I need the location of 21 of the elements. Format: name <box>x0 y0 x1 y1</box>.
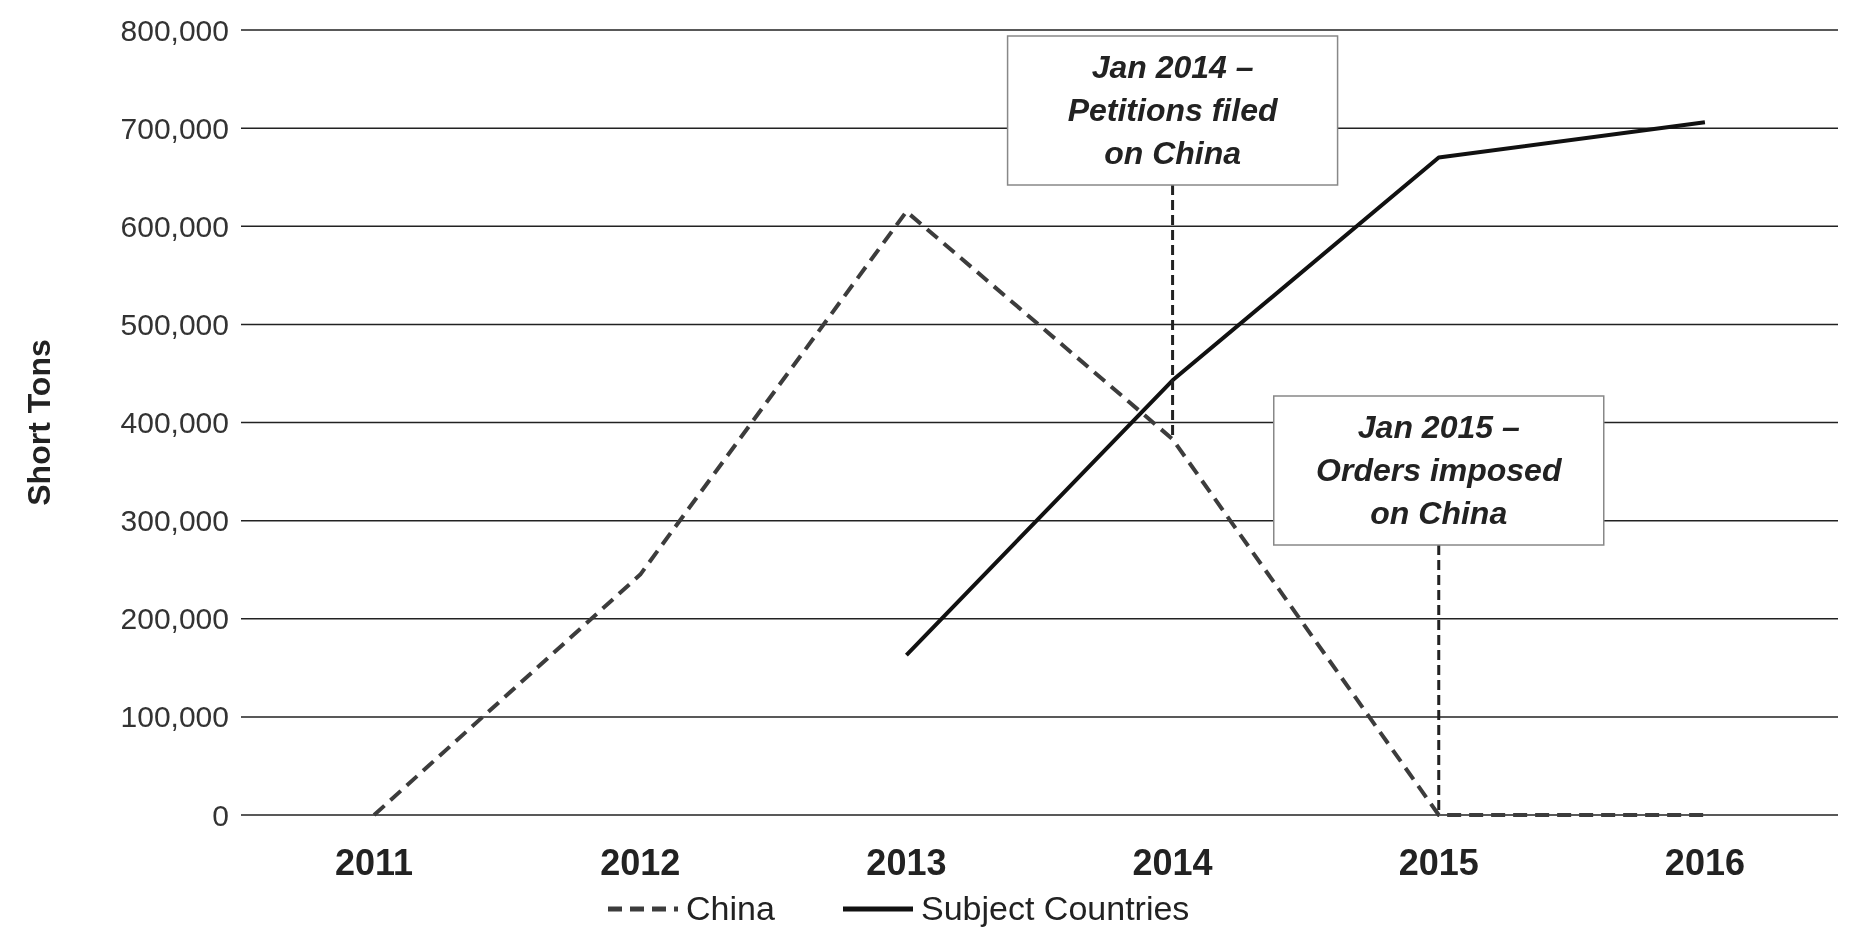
y-tick-label: 600,000 <box>120 209 229 243</box>
y-tick-label: 800,000 <box>120 13 229 47</box>
x-tick-label: 2016 <box>1664 842 1745 883</box>
y-tick-label: 300,000 <box>120 504 229 538</box>
line-series <box>904 120 1707 658</box>
y-tick-label: 100,000 <box>120 700 229 734</box>
legend-label: China <box>686 889 775 927</box>
x-tick-label: 2011 <box>335 842 414 883</box>
x-tick-label: 2015 <box>1398 842 1479 883</box>
y-tick-label: 200,000 <box>120 602 229 636</box>
annotation: Jan 2014 – Petitions filed on China <box>1067 49 1279 171</box>
x-tick-label: 2012 <box>600 842 681 883</box>
y-tick-label: 500,000 <box>120 307 229 341</box>
y-tick-label: 0 <box>212 798 229 832</box>
x-tick-label: 2013 <box>866 842 947 883</box>
annotation: Jan 2015 – Orders imposed on China <box>1316 409 1563 531</box>
x-tick-label: 2014 <box>1132 842 1213 883</box>
y-tick-label: 700,000 <box>120 111 229 145</box>
y-tick-label: 400,000 <box>120 406 229 439</box>
legend-label: Subject Countries <box>921 889 1190 927</box>
y-axis-title: Short Tons <box>21 339 57 506</box>
